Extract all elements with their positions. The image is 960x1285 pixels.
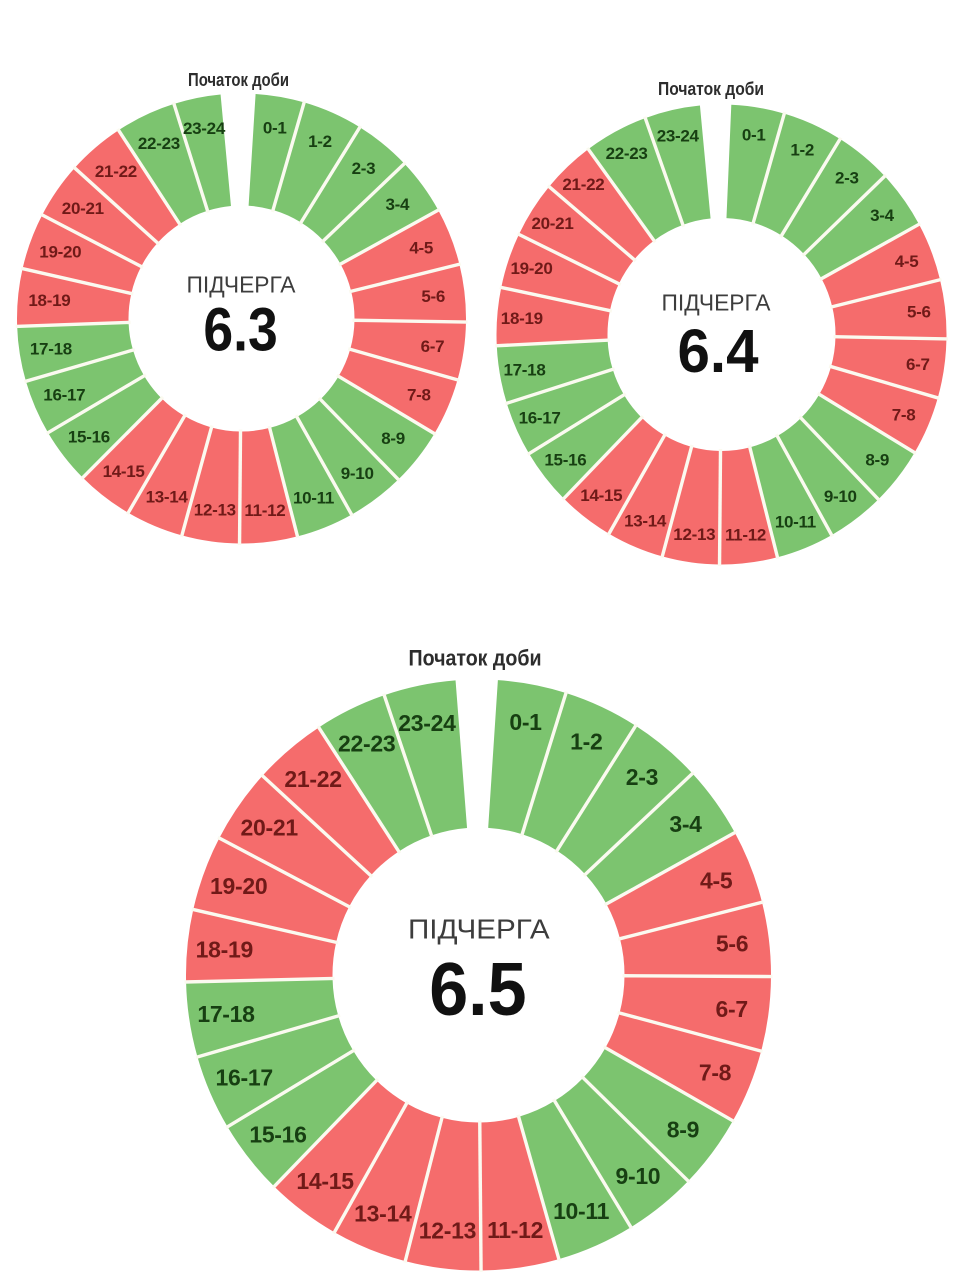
svg-text:8-9: 8-9 [667,1117,699,1143]
svg-text:10-11: 10-11 [775,513,816,532]
svg-text:21-22: 21-22 [562,175,604,194]
svg-text:9-10: 9-10 [341,464,374,483]
svg-text:2-3: 2-3 [835,168,859,187]
svg-text:6.3: 6.3 [203,296,277,364]
svg-text:7-8: 7-8 [892,405,916,424]
svg-text:0-1: 0-1 [742,126,766,145]
svg-text:6.4: 6.4 [678,317,759,385]
svg-text:12-13: 12-13 [194,501,236,520]
svg-text:9-10: 9-10 [824,487,857,506]
svg-text:10-11: 10-11 [553,1198,610,1224]
svg-text:18-19: 18-19 [196,936,253,962]
svg-text:8-9: 8-9 [865,450,889,469]
svg-text:10-11: 10-11 [293,489,334,508]
svg-text:18-19: 18-19 [28,291,70,310]
svg-text:0-1: 0-1 [263,118,287,137]
svg-text:14-15: 14-15 [580,486,622,505]
svg-text:14-15: 14-15 [103,462,145,481]
svg-text:6.5: 6.5 [429,947,526,1031]
svg-text:16-17: 16-17 [216,1065,273,1091]
svg-text:7-8: 7-8 [699,1060,732,1086]
svg-text:3-4: 3-4 [870,206,895,225]
svg-text:6-7: 6-7 [716,996,748,1022]
svg-text:Початок доби: Початок доби [188,69,289,90]
svg-text:11-12: 11-12 [244,501,285,520]
svg-text:15-16: 15-16 [544,451,586,470]
svg-text:21-22: 21-22 [95,162,137,181]
svg-text:1-2: 1-2 [308,132,332,151]
svg-text:16-17: 16-17 [43,386,85,405]
svg-text:ПІДЧЕРГА: ПІДЧЕРГА [408,914,550,945]
svg-text:Початок доби: Початок доби [409,646,542,671]
svg-text:8-9: 8-9 [381,429,405,448]
svg-text:19-20: 19-20 [210,873,267,899]
svg-text:19-20: 19-20 [39,243,81,262]
svg-text:3-4: 3-4 [669,811,702,837]
svg-text:ПІДЧЕРГА: ПІДЧЕРГА [662,290,772,316]
svg-text:13-14: 13-14 [624,512,667,531]
svg-text:17-18: 17-18 [30,340,72,359]
svg-text:22-23: 22-23 [338,731,395,757]
svg-text:11-12: 11-12 [725,526,766,545]
svg-text:21-22: 21-22 [284,766,341,792]
svg-text:23-24: 23-24 [398,710,456,736]
svg-text:20-21: 20-21 [241,814,299,840]
svg-text:23-24: 23-24 [183,119,226,138]
svg-text:2-3: 2-3 [352,159,376,178]
svg-text:19-20: 19-20 [511,259,553,278]
svg-text:5-6: 5-6 [716,931,748,957]
svg-text:6-7: 6-7 [906,355,930,374]
svg-text:20-21: 20-21 [62,199,104,218]
svg-text:16-17: 16-17 [519,409,561,428]
svg-text:1-2: 1-2 [790,141,814,160]
svg-text:ПІДЧЕРГА: ПІДЧЕРГА [187,272,297,298]
svg-text:4-5: 4-5 [895,252,919,271]
svg-text:2-3: 2-3 [626,764,658,790]
svg-text:11-12: 11-12 [487,1217,543,1243]
svg-text:17-18: 17-18 [197,1001,255,1027]
svg-text:17-18: 17-18 [504,361,546,380]
svg-text:5-6: 5-6 [421,287,445,306]
svg-text:5-6: 5-6 [907,303,931,322]
svg-text:13-14: 13-14 [354,1201,412,1227]
svg-text:6-7: 6-7 [421,337,445,356]
svg-text:0-1: 0-1 [509,709,542,735]
svg-text:Початок доби: Початок доби [658,78,764,99]
svg-text:14-15: 14-15 [296,1168,354,1194]
svg-text:23-24: 23-24 [657,127,700,146]
svg-text:22-23: 22-23 [138,134,180,153]
svg-text:12-13: 12-13 [673,525,715,544]
svg-text:15-16: 15-16 [68,428,110,447]
svg-text:4-5: 4-5 [409,239,433,258]
svg-text:4-5: 4-5 [700,868,733,894]
svg-text:7-8: 7-8 [407,386,431,405]
svg-text:13-14: 13-14 [146,487,189,506]
svg-text:1-2: 1-2 [570,729,602,755]
svg-text:12-13: 12-13 [419,1218,476,1244]
svg-text:15-16: 15-16 [249,1122,306,1148]
svg-text:18-19: 18-19 [501,309,543,328]
svg-text:22-23: 22-23 [606,144,648,163]
svg-text:3-4: 3-4 [385,195,410,214]
svg-text:9-10: 9-10 [615,1163,660,1189]
svg-text:20-21: 20-21 [532,214,574,233]
